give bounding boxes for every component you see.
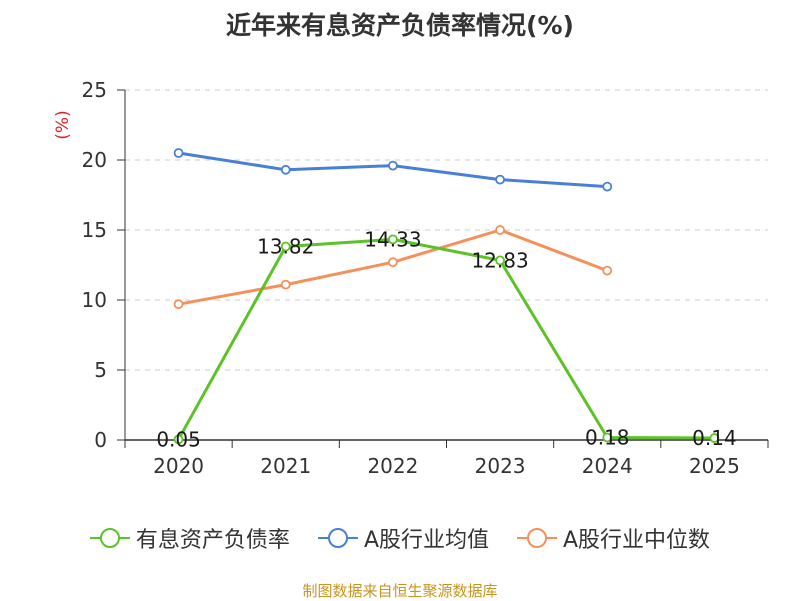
data-label: 0.18 [585, 425, 630, 449]
data-label: 0.14 [692, 426, 737, 450]
x-tick-label: 2024 [582, 454, 633, 478]
y-tick-label: 20 [82, 148, 107, 172]
data-point [280, 164, 291, 175]
y-tick-label: 15 [82, 218, 107, 242]
x-tick-label: 2023 [475, 454, 526, 478]
legend-marker-icon [317, 528, 358, 548]
legend-label: A股行业均值 [363, 528, 489, 553]
data-point [495, 174, 505, 185]
data-point [173, 434, 184, 445]
y-axis-label: (%) [53, 110, 73, 139]
data-label: 14.33 [364, 227, 421, 251]
y-tick-label: 0 [94, 428, 107, 452]
x-tick-label: 2021 [260, 454, 311, 478]
legend-marker-icon [517, 528, 557, 548]
data-point [602, 181, 613, 192]
data-label: 12.83 [471, 248, 528, 272]
data-point [280, 241, 291, 252]
data-point [173, 148, 184, 158]
chart-legend[interactable]: 有息资产负债率 A股行业均值 A股行业中位数 [0, 522, 800, 554]
legend-label: A股行业中位数 [563, 528, 711, 553]
data-label: 0.05 [156, 427, 201, 451]
legend-item-industry-median[interactable]: A股行业中位数 [517, 522, 710, 554]
x-tick-label: 2025 [689, 454, 740, 478]
data-point [173, 299, 184, 310]
data-point [388, 160, 398, 171]
source-note: 制图数据来自恒生聚源数据库 [302, 582, 498, 600]
x-tick-label: 2020 [153, 454, 204, 478]
legend-marker-icon [89, 528, 130, 548]
chart-title: 近年来有息资产负债率情况(%) [226, 11, 574, 40]
data-point [495, 255, 505, 266]
x-tick-label: 2022 [367, 454, 418, 478]
legend-label: 有息资产负债率 [135, 528, 290, 553]
data-point [602, 265, 613, 276]
data-point [388, 234, 398, 245]
data-point [388, 257, 398, 268]
series-line [177, 237, 715, 441]
data-point [602, 432, 613, 443]
data-point [280, 279, 291, 290]
y-tick-label: 5 [94, 358, 107, 382]
y-tick-label: 10 [82, 288, 107, 312]
legend-item-debt-ratio[interactable]: 有息资产负债率 [89, 522, 290, 554]
legend-item-industry-mean[interactable]: A股行业均值 [317, 522, 489, 554]
data-label: 13.82 [257, 235, 314, 259]
y-tick-label: 25 [82, 78, 107, 102]
data-point [709, 433, 720, 443]
data-point [495, 225, 505, 235]
